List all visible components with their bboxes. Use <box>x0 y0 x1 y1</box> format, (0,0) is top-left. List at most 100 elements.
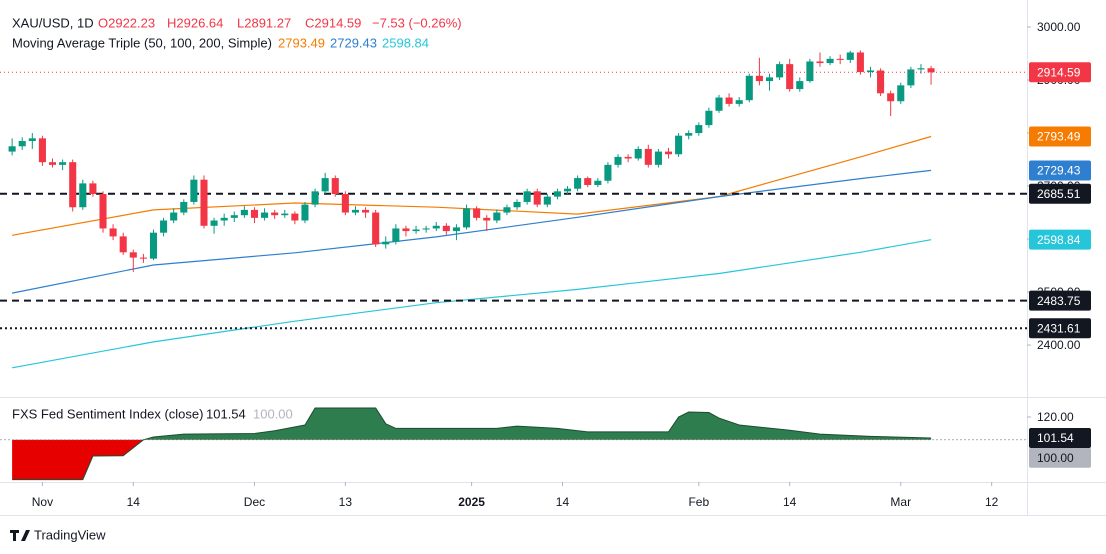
sentiment-area-above <box>12 408 932 440</box>
price-line-label-box <box>1029 290 1091 311</box>
candle-body <box>8 146 16 152</box>
candle-body <box>826 58 834 64</box>
candle-body <box>786 64 794 90</box>
x-tick-label: 14 <box>783 495 797 509</box>
candle-body <box>574 178 582 189</box>
candle-body <box>856 52 864 73</box>
close-label: C2914.59 <box>305 15 361 30</box>
candle-body <box>210 220 218 226</box>
sentiment-title: FXS Fed Sentiment Index (close) <box>12 406 203 421</box>
last-price-label-box <box>1029 62 1091 83</box>
x-tick-label: 12 <box>985 495 999 509</box>
indicator-title: Moving Average Triple (50, 100, 200, Sim… <box>12 35 272 50</box>
open-label: O2922.23 <box>98 15 155 30</box>
candle-body <box>675 135 683 155</box>
candle-body <box>28 138 36 141</box>
candle-body <box>69 162 77 208</box>
candle-body <box>695 125 703 134</box>
candle-body <box>604 164 612 181</box>
candle-body <box>271 212 279 216</box>
candle-body <box>543 196 551 205</box>
candle-body <box>705 110 713 126</box>
candle-body <box>18 140 26 147</box>
candle-body <box>816 61 824 64</box>
candle-body <box>402 228 410 232</box>
candle-body <box>866 70 875 73</box>
candle-body <box>170 212 178 221</box>
candle-body <box>149 232 158 259</box>
moving-average-label-text: 2793.49 <box>1037 130 1081 144</box>
candle-body <box>331 178 339 194</box>
candle-body <box>48 162 57 165</box>
candle-body <box>311 191 319 205</box>
y-tick-label: 120.00 <box>1037 410 1074 424</box>
candle-body <box>644 148 652 165</box>
change-label: −7.53 (−0.26%) <box>372 15 462 30</box>
y-tick-label: 2400.00 <box>1037 338 1081 352</box>
candle-body <box>897 85 905 102</box>
candle-body <box>180 201 188 213</box>
candle-body <box>281 213 289 216</box>
candle-body <box>715 97 723 111</box>
price-line-label-box <box>1029 183 1091 204</box>
candle-body <box>412 229 420 232</box>
candle-body <box>685 133 693 136</box>
moving-average-label-box <box>1029 126 1091 147</box>
candle-body <box>382 241 390 245</box>
price-line-label-text: 2431.61 <box>1037 321 1081 335</box>
candle-body <box>483 217 491 221</box>
x-tick-label: 14 <box>127 495 141 509</box>
candle-body <box>301 204 309 221</box>
candle-body <box>250 209 259 218</box>
candle-body <box>442 225 450 232</box>
moving-average-label-text: 2729.43 <box>1037 164 1081 178</box>
candle-body <box>907 69 915 86</box>
candle-body <box>553 191 561 197</box>
candle-body <box>240 209 248 216</box>
candle-body <box>594 180 602 185</box>
candle-body <box>99 193 107 229</box>
price-line-label-text: 2483.75 <box>1037 294 1081 308</box>
candle-body <box>776 64 784 78</box>
sentiment-last-label-box <box>1029 428 1091 449</box>
sentiment-area-below <box>12 439 144 480</box>
x-tick-label: Dec <box>244 495 265 509</box>
ma200-legend-value: 2598.84 <box>382 35 429 50</box>
candle-body <box>160 220 168 233</box>
candle-body <box>190 179 198 202</box>
candle-body <box>513 201 521 208</box>
baseline-label-text: 100.00 <box>1037 451 1074 465</box>
candle-body <box>806 61 814 82</box>
candle-body <box>563 188 572 192</box>
candle-body <box>745 75 753 101</box>
candle-body <box>917 68 925 70</box>
legend-layer: XAU/USD, 1D O2922.23 H2926.64 L2891.27 C… <box>12 15 462 421</box>
candle-body <box>493 212 501 221</box>
logo-mark <box>10 530 30 541</box>
candle-body <box>119 236 127 253</box>
axis-layer: 2400.002500.002600.002700.002800.002900.… <box>32 20 1091 509</box>
candle-body <box>877 70 885 94</box>
price-line-label-text: 2685.51 <box>1037 187 1081 201</box>
price-line-label-box <box>1029 318 1091 339</box>
candle-body <box>59 162 67 165</box>
candle-body <box>887 93 895 102</box>
candle-body <box>503 207 511 213</box>
candle-body <box>796 81 804 90</box>
candle-body <box>129 252 137 258</box>
sentiment-line <box>12 407 932 481</box>
x-tick-label: Feb <box>688 495 709 509</box>
moving-average-line <box>11 239 932 369</box>
candle-body <box>109 228 117 237</box>
high-label: H2926.64 <box>167 15 223 30</box>
candle-body <box>362 209 370 213</box>
candle-body <box>765 77 774 82</box>
moving-average-line <box>11 169 932 294</box>
candle-body <box>654 151 662 165</box>
candle-body <box>523 191 531 202</box>
candle-body <box>614 156 622 165</box>
sentiment-last-label-text: 101.54 <box>1037 431 1074 445</box>
